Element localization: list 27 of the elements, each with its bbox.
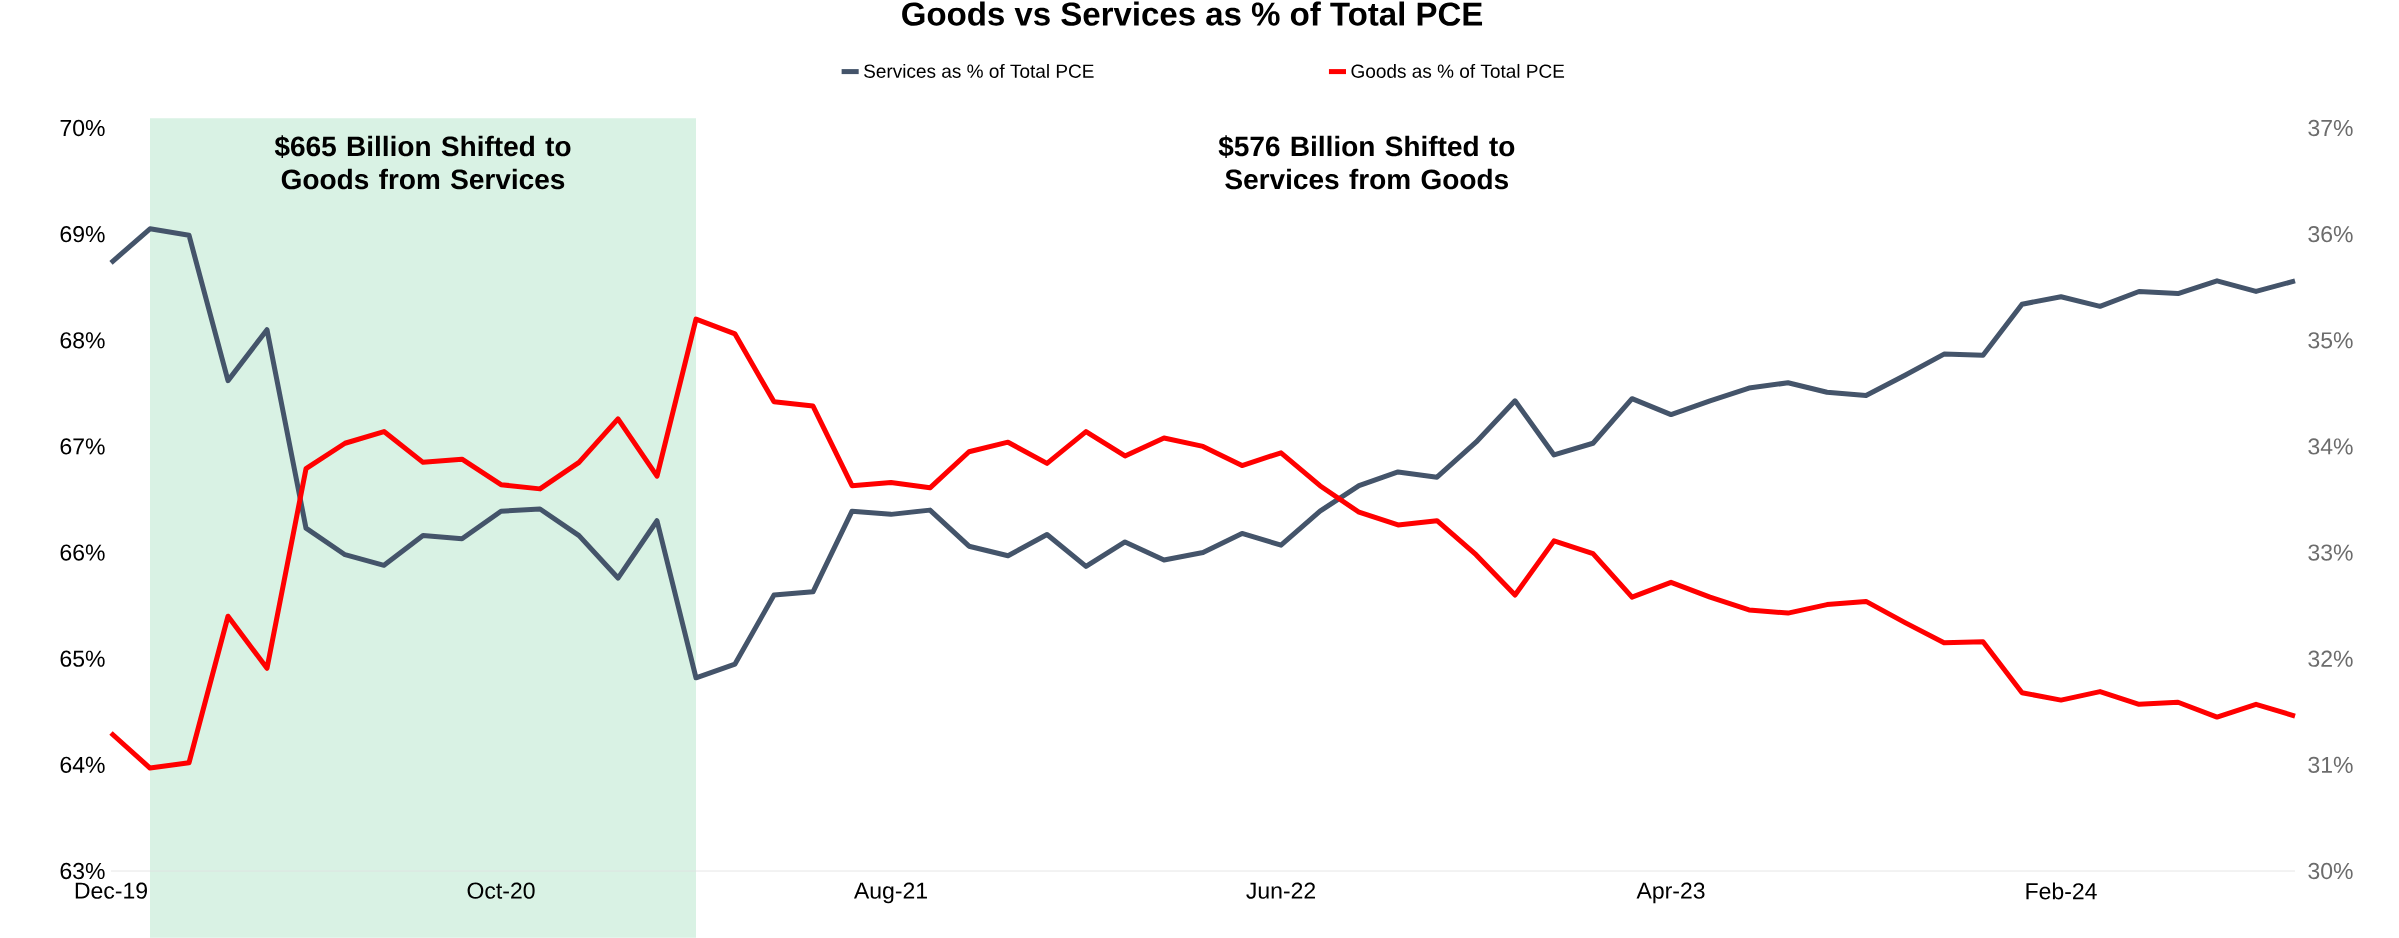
y2-tick-label: 36% bbox=[2308, 226, 2353, 243]
y-tick-label: 70% bbox=[60, 119, 105, 137]
y2-tick-label: 35% bbox=[2308, 332, 2353, 349]
chart-title: Goods vs Services as % of Total PCE bbox=[902, 1, 1483, 26]
y2-tick-label: 37% bbox=[2308, 119, 2353, 137]
x-tick-label: Jun-22 bbox=[1246, 882, 1316, 899]
y2-tick-label: 32% bbox=[2308, 650, 2353, 667]
y2-tick-label: 31% bbox=[2308, 756, 2353, 773]
x-tick-label: Feb-24 bbox=[2026, 882, 2097, 900]
y2-tick-label: 30% bbox=[2308, 862, 2353, 880]
y-tick-label: 68% bbox=[60, 332, 105, 349]
annotation: $576 Billion Shifted to Services from Goods bbox=[1218, 135, 1515, 190]
y-tick-label: 63% bbox=[60, 862, 105, 880]
x-tick-label: Oct-20 bbox=[467, 882, 535, 899]
y-tick-label: 66% bbox=[60, 544, 105, 561]
x-tick-label: Aug-21 bbox=[853, 882, 927, 904]
x-tick-label: Apr-23 bbox=[1636, 882, 1705, 904]
y-tick-label: 65% bbox=[60, 650, 105, 667]
legend-label: Goods as % of Total PCE bbox=[1351, 63, 1565, 78]
y-tick-label: 67% bbox=[60, 438, 105, 455]
y-tick-label: 69% bbox=[60, 226, 105, 243]
x-tick-label: Dec-19 bbox=[75, 882, 147, 899]
band-label: $665 Billion Shifted to Goods from Services bbox=[274, 135, 571, 190]
legend-label: Services as % of Total PCE bbox=[864, 63, 1094, 78]
y2-tick-label: 34% bbox=[2308, 438, 2353, 455]
y2-tick-label: 33% bbox=[2308, 544, 2353, 561]
y-tick-label: 64% bbox=[60, 756, 105, 773]
